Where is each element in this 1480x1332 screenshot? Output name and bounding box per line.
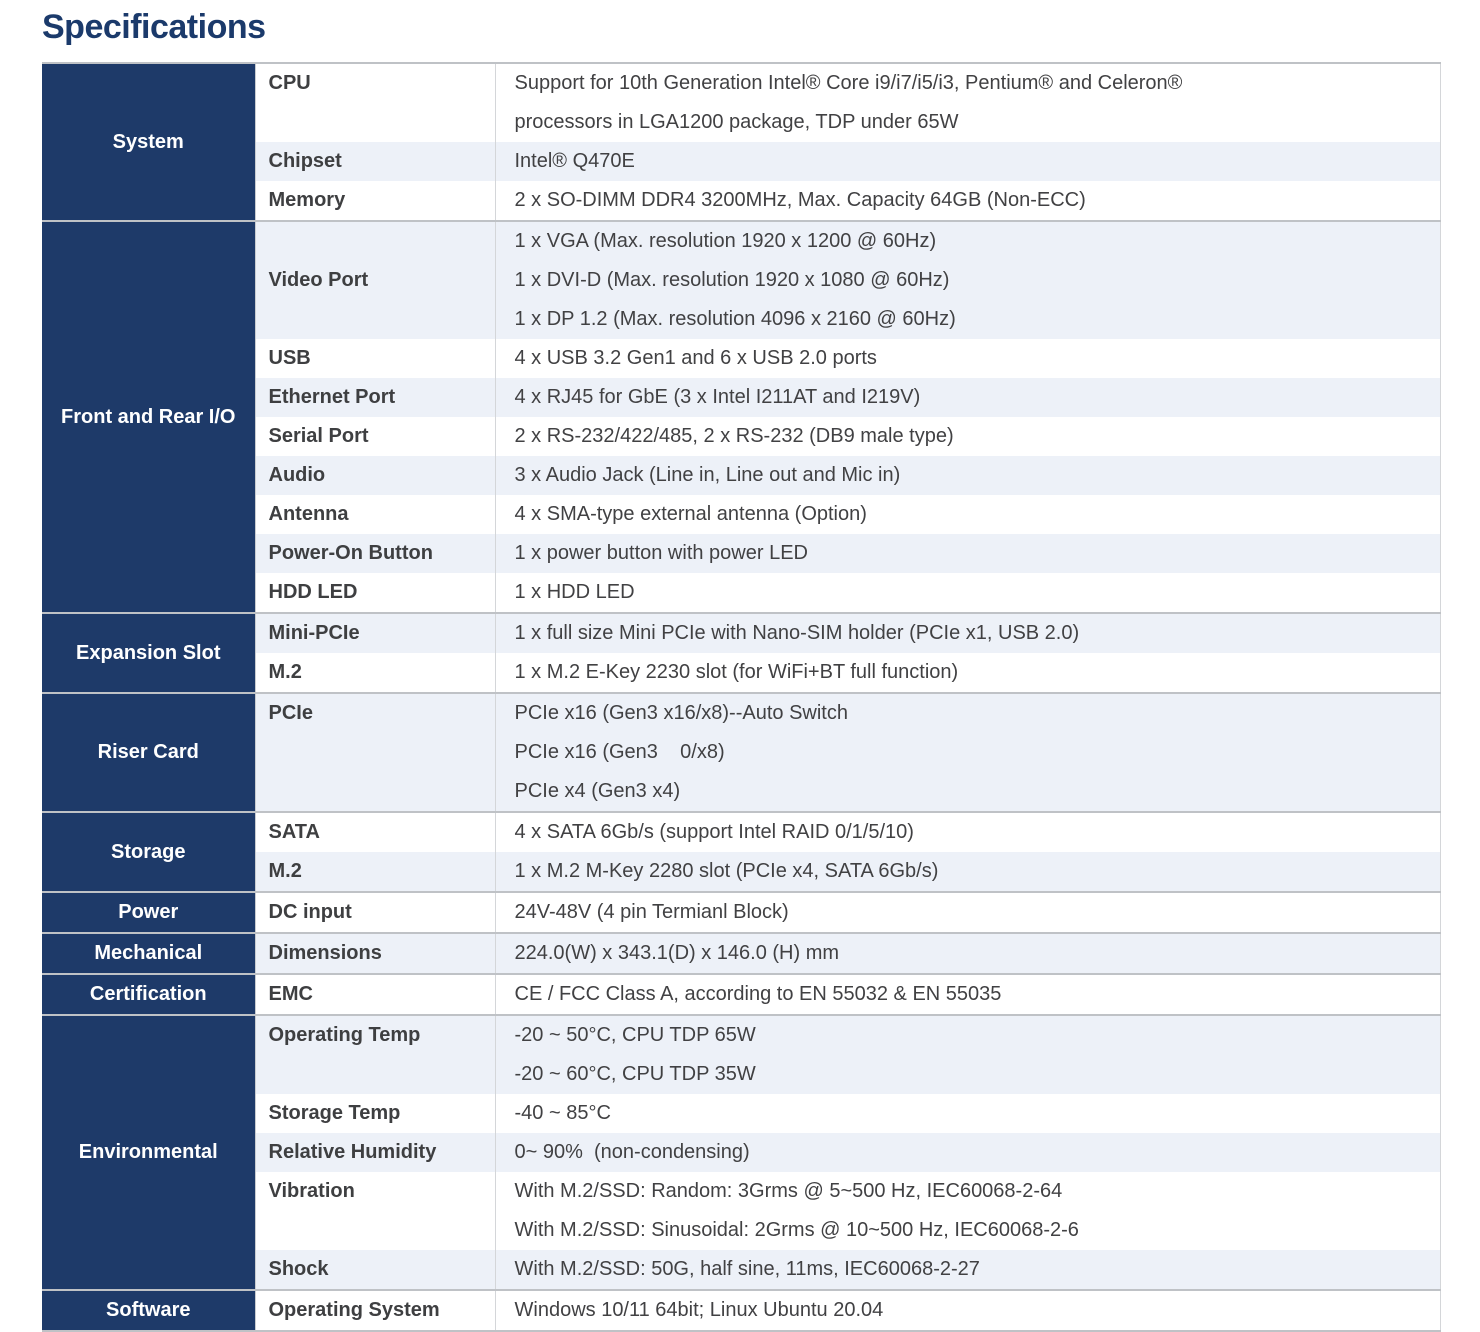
value-line: PCIe x16 (Gen3 x16/x8)--Auto Switch bbox=[514, 702, 848, 724]
label-m2-ekey: M.2 bbox=[268, 661, 302, 683]
value-dimensions: 224.0(W) x 343.1(D) x 146.0 (H) mm bbox=[494, 932, 1441, 974]
category-expansion-slot: Expansion Slot bbox=[42, 612, 256, 693]
value-line: -20 ~ 50°C, CPU TDP 65W bbox=[514, 1024, 756, 1046]
value-antenna: 4 x SMA-type external antenna (Option) bbox=[494, 495, 1441, 534]
category-front-rear-io: Front and Rear I/O bbox=[42, 220, 256, 613]
value-line: PCIe x16 (Gen3 0/x8) bbox=[514, 741, 725, 763]
label-usb: USB bbox=[268, 347, 311, 369]
category-storage: Storage bbox=[42, 811, 256, 892]
value-line: 4 x SMA-type external antenna (Option) bbox=[514, 503, 867, 525]
value-power-on-button: 1 x power button with power LED bbox=[494, 534, 1441, 573]
value-line: 3 x Audio Jack (Line in, Line out and Mi… bbox=[514, 464, 901, 486]
value-line: 2 x SO-DIMM DDR4 3200MHz, Max. Capacity … bbox=[514, 189, 1086, 211]
category-certification: Certification bbox=[42, 973, 256, 1015]
category-software: Software bbox=[42, 1289, 256, 1331]
value-line: Intel® Q470E bbox=[514, 150, 635, 172]
value-operating-system: Windows 10/11 64bit; Linux Ubuntu 20.04 bbox=[494, 1289, 1441, 1331]
category-mechanical: Mechanical bbox=[42, 932, 256, 974]
label-sata: SATA bbox=[255, 811, 495, 852]
category-riser-card: Riser Card bbox=[42, 692, 256, 812]
value-line: processors in LGA1200 package, TDP under… bbox=[514, 111, 959, 133]
value-line: Windows 10/11 64bit; Linux Ubuntu 20.04 bbox=[514, 1299, 884, 1321]
value-line: 1 x VGA (Max. resolution 1920 x 1200 @ 6… bbox=[514, 230, 937, 252]
value-emc: CE / FCC Class A, according to EN 55032 … bbox=[494, 973, 1441, 1015]
page-title: Specifications bbox=[42, 8, 266, 46]
value-storage-temp: -40 ~ 85°C bbox=[494, 1094, 1441, 1133]
value-line: Support for 10th Generation Intel® Core … bbox=[514, 72, 1183, 94]
value-m2-mkey: 1 x M.2 M-Key 2280 slot (PCIe x4, SATA 6… bbox=[494, 852, 1441, 892]
value-line: 4 x RJ45 for GbE (3 x Intel I211AT and I… bbox=[514, 386, 921, 408]
value-line: PCIe x4 (Gen3 x4) bbox=[514, 780, 681, 802]
label-pcie: PCIe bbox=[255, 692, 495, 812]
value-video-port: 1 x VGA (Max. resolution 1920 x 1200 @ 6… bbox=[494, 220, 1441, 339]
value-line: 24V-48V (4 pin Termianl Block) bbox=[514, 901, 789, 923]
value-dc-input: 24V-48V (4 pin Termianl Block) bbox=[494, 891, 1441, 933]
value-memory: 2 x SO-DIMM DDR4 3200MHz, Max. Capacity … bbox=[494, 181, 1441, 221]
label-dimensions: Dimensions bbox=[255, 932, 495, 974]
value-m2-ekey: 1 x M.2 E-Key 2230 slot (for WiFi+BT ful… bbox=[494, 653, 1441, 693]
value-ethernet-port: 4 x RJ45 for GbE (3 x Intel I211AT and I… bbox=[494, 378, 1441, 417]
value-serial-port: 2 x RS-232/422/485, 2 x RS-232 (DB9 male… bbox=[494, 417, 1441, 456]
category-system: System bbox=[42, 63, 256, 221]
label-m2-mkey: M.2 bbox=[255, 852, 495, 892]
label-power-on-button: Power-On Button bbox=[255, 534, 495, 573]
label-operating-temp: Operating Temp bbox=[255, 1014, 495, 1094]
value-line: With M.2/SSD: 50G, half sine, 11ms, IEC6… bbox=[514, 1258, 980, 1280]
specifications-table: System CPU Support for 10th Generation I… bbox=[42, 62, 1441, 1332]
label-chipset: Chipset bbox=[255, 142, 495, 181]
label-ethernet-port: Ethernet Port bbox=[255, 378, 495, 417]
value-mini-pcie: 1 x full size Mini PCIe with Nano-SIM ho… bbox=[494, 612, 1441, 653]
label-hdd-led: HDD LED bbox=[268, 581, 358, 603]
value-sata: 4 x SATA 6Gb/s (support Intel RAID 0/1/5… bbox=[494, 811, 1441, 852]
value-line: 1 x power button with power LED bbox=[514, 542, 809, 564]
label-dc-input: DC input bbox=[255, 891, 495, 933]
value-line: 1 x HDD LED bbox=[514, 581, 635, 603]
value-line: 2 x RS-232/422/485, 2 x RS-232 (DB9 male… bbox=[514, 425, 954, 447]
label-vibration: Vibration bbox=[268, 1180, 355, 1202]
label-serial-port: Serial Port bbox=[268, 425, 369, 447]
label-video-port: Video Port bbox=[255, 220, 495, 339]
label-audio: Audio bbox=[255, 456, 495, 495]
value-pcie: PCIe x16 (Gen3 x16/x8)--Auto Switch PCIe… bbox=[494, 692, 1441, 812]
label-operating-system: Operating System bbox=[255, 1289, 495, 1331]
value-line: CE / FCC Class A, according to EN 55032 … bbox=[514, 983, 1002, 1005]
value-relative-humidity: 0~ 90% (non-condensing) bbox=[494, 1133, 1441, 1172]
value-line: 1 x M.2 E-Key 2230 slot (for WiFi+BT ful… bbox=[514, 661, 959, 683]
value-line: 1 x full size Mini PCIe with Nano-SIM ho… bbox=[514, 622, 1080, 644]
value-line: -20 ~ 60°C, CPU TDP 35W bbox=[514, 1063, 756, 1085]
label-emc: EMC bbox=[255, 973, 495, 1015]
label-mini-pcie: Mini-PCIe bbox=[255, 612, 495, 653]
value-line: With M.2/SSD: Sinusoidal: 2Grms @ 10~500… bbox=[514, 1219, 1079, 1241]
value-chipset: Intel® Q470E bbox=[494, 142, 1441, 181]
value-line: 4 x SATA 6Gb/s (support Intel RAID 0/1/5… bbox=[514, 821, 914, 843]
value-audio: 3 x Audio Jack (Line in, Line out and Mi… bbox=[494, 456, 1441, 495]
value-line: 0~ 90% (non-condensing) bbox=[514, 1141, 750, 1163]
label-cpu: CPU bbox=[268, 72, 311, 94]
label-shock: Shock bbox=[255, 1250, 495, 1290]
value-line: 1 x DVI-D (Max. resolution 1920 x 1080 @… bbox=[514, 269, 950, 291]
value-operating-temp: -20 ~ 50°C, CPU TDP 65W -20 ~ 60°C, CPU … bbox=[494, 1014, 1441, 1094]
value-hdd-led: 1 x HDD LED bbox=[494, 573, 1441, 613]
category-power: Power bbox=[42, 891, 256, 933]
label-relative-humidity: Relative Humidity bbox=[255, 1133, 495, 1172]
label-antenna: Antenna bbox=[268, 503, 349, 525]
label-memory: Memory bbox=[268, 189, 346, 211]
value-line: 4 x USB 3.2 Gen1 and 6 x USB 2.0 ports bbox=[514, 347, 877, 369]
value-shock: With M.2/SSD: 50G, half sine, 11ms, IEC6… bbox=[494, 1250, 1441, 1290]
value-vibration: With M.2/SSD: Random: 3Grms @ 5~500 Hz, … bbox=[494, 1172, 1441, 1250]
value-line: With M.2/SSD: Random: 3Grms @ 5~500 Hz, … bbox=[514, 1180, 1063, 1202]
label-storage-temp: Storage Temp bbox=[268, 1102, 401, 1124]
value-cpu: Support for 10th Generation Intel® Core … bbox=[494, 63, 1441, 142]
value-line: 224.0(W) x 343.1(D) x 146.0 (H) mm bbox=[514, 942, 840, 964]
value-line: 1 x M.2 M-Key 2280 slot (PCIe x4, SATA 6… bbox=[514, 860, 939, 882]
value-line: 1 x DP 1.2 (Max. resolution 4096 x 2160 … bbox=[514, 308, 956, 330]
value-usb: 4 x USB 3.2 Gen1 and 6 x USB 2.0 ports bbox=[494, 339, 1441, 378]
value-line: -40 ~ 85°C bbox=[514, 1102, 611, 1124]
category-environmental: Environmental bbox=[42, 1014, 256, 1290]
